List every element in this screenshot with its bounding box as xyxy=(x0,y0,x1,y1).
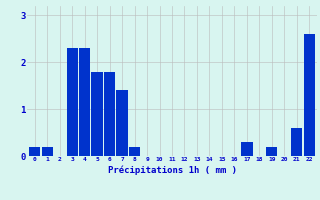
Bar xyxy=(116,90,128,156)
Bar xyxy=(92,72,103,156)
X-axis label: Précipitations 1h ( mm ): Précipitations 1h ( mm ) xyxy=(108,165,236,175)
Bar xyxy=(129,147,140,156)
Bar xyxy=(79,48,90,156)
Bar xyxy=(241,142,252,156)
Bar xyxy=(67,48,78,156)
Bar xyxy=(291,128,302,156)
Bar xyxy=(104,72,115,156)
Bar xyxy=(42,147,53,156)
Bar xyxy=(304,34,315,156)
Bar xyxy=(266,147,277,156)
Bar xyxy=(29,147,40,156)
